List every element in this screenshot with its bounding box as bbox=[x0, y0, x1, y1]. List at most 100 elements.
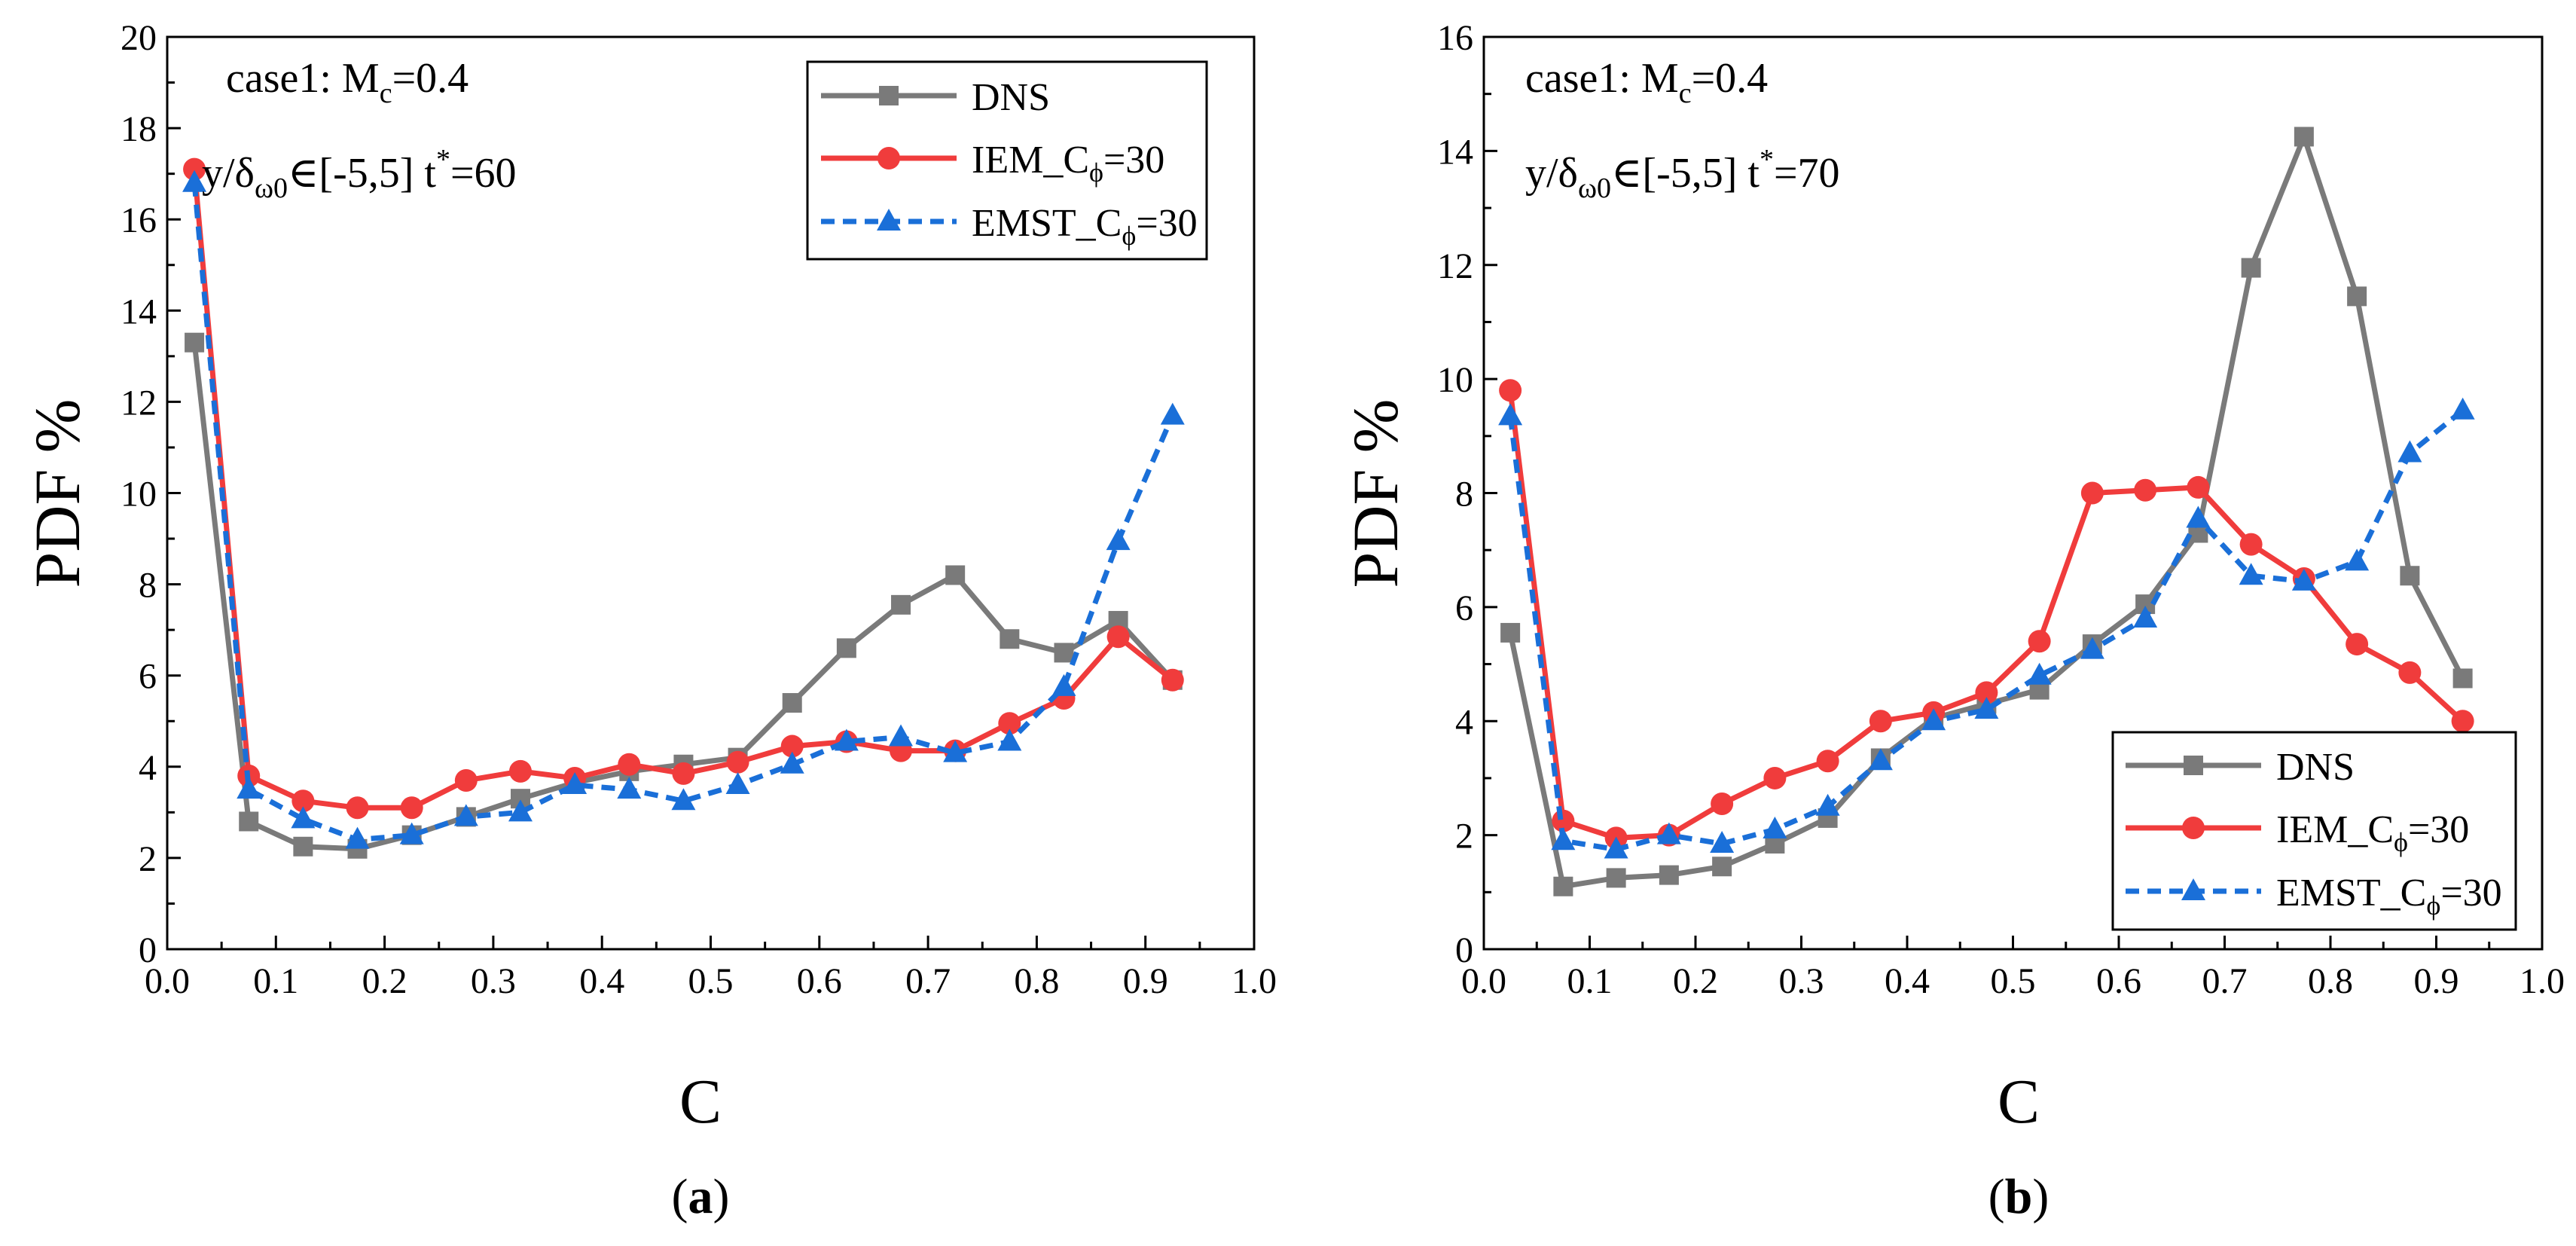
panel-b-dns-point-14 bbox=[2241, 258, 2261, 278]
svg-text:case1: Mc=0.4: case1: Mc=0.4 bbox=[226, 55, 469, 109]
panel-a-ytick-label-1: 2 bbox=[139, 839, 157, 879]
panel-b-iem-point-0 bbox=[1499, 379, 1522, 402]
panel-b-legend-dns-label: DNS bbox=[2276, 746, 2355, 789]
panel-a-annot-line1-prefix: case1: M bbox=[226, 55, 380, 102]
panel-a-legend-iem-label: IEM_Cϕ=30 bbox=[972, 139, 1164, 188]
panel-b-annot-line2-tail: =70 bbox=[1774, 150, 1840, 197]
panel-b-emst-point-13 bbox=[2186, 505, 2211, 528]
panel-b-legend-marker-dns bbox=[2184, 756, 2203, 775]
panel-b-emst-point-7 bbox=[1868, 748, 1893, 771]
panel-a: 0.0 0.1 0.2 0.3 0.4 0.5 0.6 0.7 0.8 0.9 1.0 0 2 4 6 8 10… bbox=[21, 18, 1277, 1224]
panel-a-ylabel: PDF % bbox=[21, 399, 93, 588]
panel-a-ytick-label-9: 18 bbox=[121, 109, 157, 149]
panel-b-dns-point-1 bbox=[1553, 876, 1573, 896]
panel-b-emst-point-8 bbox=[1921, 708, 1946, 731]
panel-b-xtick-label-8: 0.8 bbox=[2308, 961, 2353, 1001]
panel-b-dns-point-15 bbox=[2294, 127, 2314, 147]
panel-b-dns-point-3 bbox=[1659, 865, 1679, 885]
panel-b-annot-line2-sub: ω0 bbox=[1578, 173, 1611, 204]
panel-b-ylabel: PDF % bbox=[1339, 399, 1412, 588]
panel-a-iem-point-11 bbox=[780, 734, 804, 758]
panel-b-ytick-label-1: 2 bbox=[1455, 817, 1473, 857]
panel-a-annot-line2-tail: =60 bbox=[450, 150, 517, 197]
panel-b-xtick-label-7: 0.7 bbox=[2202, 961, 2248, 1001]
panel-b-iem-point-10 bbox=[2028, 630, 2051, 653]
panel-b-xtick-label-0: 0.0 bbox=[1461, 961, 1506, 1001]
panel-a-emst-point-6 bbox=[508, 799, 533, 822]
panel-a-dns-point-2 bbox=[293, 836, 313, 857]
panel-b-xtick-label-4: 0.4 bbox=[1885, 961, 1930, 1001]
panel-a-ytick-label-6: 12 bbox=[121, 383, 157, 423]
panel-b-emst-point-18 bbox=[2450, 397, 2475, 420]
panel-a-iem-point-8 bbox=[618, 753, 641, 776]
panel-b-dns-point-4 bbox=[1712, 857, 1732, 877]
panel-b-xtick-label-5: 0.5 bbox=[1991, 961, 2036, 1001]
panel-b: 0.0 0.1 0.2 0.3 0.4 0.5 0.6 0.7 0.8 0.9 1.0 0 2 4 6 8 10… bbox=[1339, 18, 2565, 1224]
panel-a-iem-point-6 bbox=[508, 759, 532, 783]
panel-a-dns-point-0 bbox=[185, 332, 205, 353]
panel-a-emst-point-2 bbox=[291, 806, 316, 829]
panel-b-iem-point-9 bbox=[1975, 681, 1998, 704]
panel-b-xtick-label-3: 0.3 bbox=[1779, 961, 1824, 1001]
panel-a-emst-point-0 bbox=[182, 169, 207, 192]
panel-b-emst-point-17 bbox=[2397, 440, 2422, 463]
panel-b-iem-point-13 bbox=[2187, 475, 2210, 499]
panel-b-ytick-label-3: 6 bbox=[1455, 588, 1473, 628]
panel-a-annot-line2-prefix: y/δ bbox=[202, 150, 255, 197]
panel-a-dns-point-14 bbox=[945, 565, 966, 585]
panel-b-ytick-label-6: 12 bbox=[1437, 246, 1473, 286]
panel-a-legend-sample-emst bbox=[821, 209, 957, 231]
panel-b-iem-point-18 bbox=[2451, 710, 2474, 733]
panel-a-caption: (a) bbox=[672, 1169, 730, 1224]
panel-b-emst-point-16 bbox=[2345, 548, 2370, 571]
panel-b-legend-sample-emst bbox=[2126, 878, 2261, 900]
panel-b-emst-point-0 bbox=[1498, 403, 1523, 426]
panel-b-annot-line2-prefix: y/δ bbox=[1525, 150, 1578, 197]
panel-b-annot-line1-prefix: case1: M bbox=[1525, 55, 1679, 102]
panel-a-emst-point-7 bbox=[563, 772, 588, 795]
panel-b-dns-point-18 bbox=[2452, 668, 2473, 689]
panel-a-emst-point-14 bbox=[943, 740, 968, 762]
panel-a-emst-point-11 bbox=[780, 751, 804, 774]
svg-text:y/δω0∈[-5,5] t*=70: y/δω0∈[-5,5] t*=70 bbox=[1525, 144, 1840, 204]
panel-a-iem-line bbox=[191, 169, 1174, 811]
panel-b-emst-point-6 bbox=[1815, 793, 1840, 816]
panel-a-xtick-label-9: 0.9 bbox=[1123, 961, 1168, 1001]
panel-b-legend-sample-iem bbox=[2126, 817, 2261, 839]
panel-b-emst-point-5 bbox=[1763, 817, 1787, 839]
panel-b-emst-point-12 bbox=[2133, 606, 2158, 628]
panel-b-emst-point-15 bbox=[2291, 568, 2316, 591]
panel-a-annot-line1-tail: =0.4 bbox=[392, 55, 469, 102]
panel-b-annot-line1-tail: =0.4 bbox=[1692, 55, 1769, 102]
panel-a-legend-emst-label: EMST_Cϕ=30 bbox=[972, 202, 1198, 251]
panel-b-iem-point-16 bbox=[2346, 633, 2369, 656]
panel-b-annot-line2-mid: ∈[-5,5] t bbox=[1611, 150, 1760, 197]
panel-b-emst-point-3 bbox=[1656, 822, 1681, 844]
panel-a-xtick-label-6: 0.6 bbox=[797, 961, 842, 1001]
panel-a-iem-point-10 bbox=[726, 750, 749, 774]
panel-b-iem-point-6 bbox=[1816, 750, 1839, 773]
panel-a-ytick-label-10: 20 bbox=[121, 18, 157, 58]
panel-a-emst-point-12 bbox=[834, 728, 859, 751]
panel-a-xtick-label-7: 0.7 bbox=[905, 961, 951, 1001]
panel-b-iem-point-11 bbox=[2080, 481, 2104, 505]
panel-a-annot-line2-mid: ∈[-5,5] t bbox=[288, 150, 436, 197]
svg-text:case1: Mc=0.4: case1: Mc=0.4 bbox=[1525, 55, 1768, 109]
panel-a-ytick-label-3: 6 bbox=[139, 657, 157, 697]
panel-a-ytick-label-5: 10 bbox=[121, 475, 157, 515]
panel-a-ytick-label-7: 14 bbox=[121, 292, 157, 331]
panel-a-xtick-label-10: 1.0 bbox=[1232, 961, 1277, 1001]
panel-a-ytick-label-0: 0 bbox=[139, 930, 157, 970]
panel-a-annot-line1-sub: c bbox=[380, 78, 392, 109]
panel-b-legend-marker-iem bbox=[2182, 817, 2205, 839]
panel-a-annot-line2-sub: ω0 bbox=[255, 173, 288, 204]
panel-b-dns-point-2 bbox=[1606, 868, 1626, 888]
panel-a-dns-point-13 bbox=[891, 594, 911, 615]
panel-b-annot-line2-sup: * bbox=[1760, 144, 1774, 176]
panel-b-ticks: 0.0 0.1 0.2 0.3 0.4 0.5 0.6 0.7 0.8 0.9 1.0 0 2 4 6 8 10… bbox=[1437, 18, 2565, 1001]
panel-a-xtick-label-5: 0.5 bbox=[688, 961, 734, 1001]
panel-b-ytick-label-5: 10 bbox=[1437, 360, 1473, 400]
panel-b-iem-point-7 bbox=[1869, 710, 1892, 733]
panel-a-xtick-label-8: 0.8 bbox=[1014, 961, 1059, 1001]
panel-b-emst-point-4 bbox=[1710, 830, 1735, 853]
